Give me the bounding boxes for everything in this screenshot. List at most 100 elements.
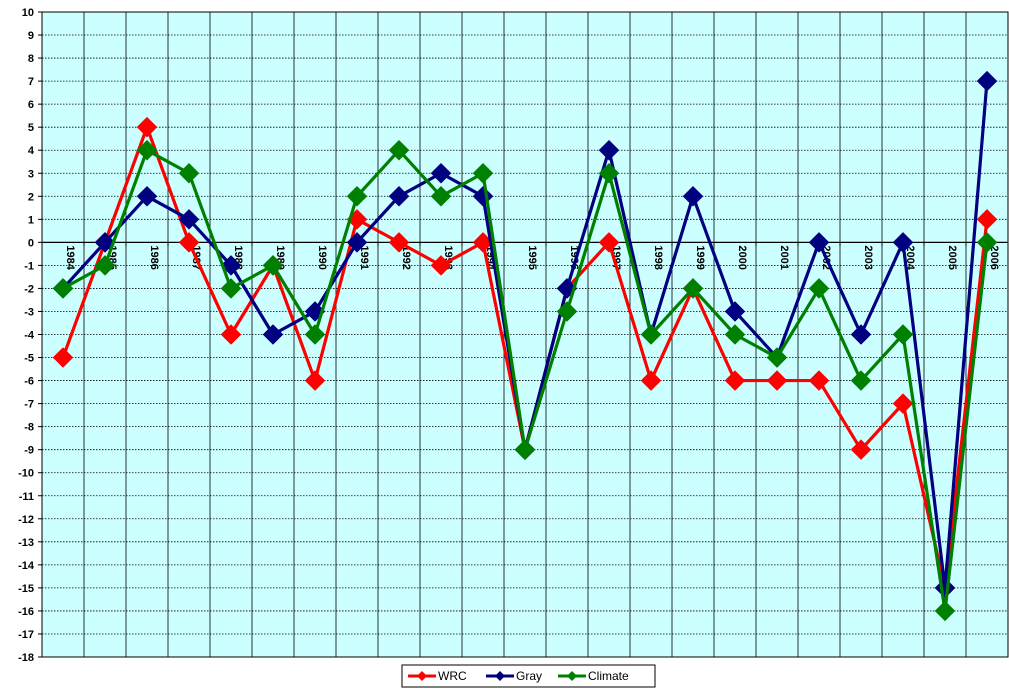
data-point xyxy=(304,324,326,345)
data-point xyxy=(934,600,956,622)
y-tick-label: -17 xyxy=(18,629,34,641)
x-tick-label: 1986 xyxy=(148,245,160,269)
data-point xyxy=(850,324,872,345)
data-point xyxy=(94,255,116,276)
x-tick-label: 1990 xyxy=(316,245,328,269)
y-tick-label: -1 xyxy=(24,260,34,272)
legend-swatch-marker xyxy=(495,671,505,681)
data-point xyxy=(472,162,494,184)
data-point xyxy=(892,232,914,253)
data-point xyxy=(808,370,830,391)
y-tick-label: 7 xyxy=(28,76,34,88)
data-point xyxy=(346,185,368,207)
legend-label: Climate xyxy=(588,669,629,683)
data-point xyxy=(766,347,788,368)
legend-swatch-marker xyxy=(567,671,577,681)
data-point xyxy=(808,232,830,253)
data-point xyxy=(976,232,998,253)
y-tick-label: -6 xyxy=(24,376,34,388)
data-point xyxy=(598,139,620,161)
y-tick-label: -9 xyxy=(24,445,34,457)
data-point xyxy=(178,232,200,253)
y-tick-label: 3 xyxy=(28,168,34,180)
data-point xyxy=(220,278,242,299)
y-tick-label: -18 xyxy=(18,652,34,664)
y-tick-label: -10 xyxy=(18,468,34,480)
legend-item-wrc: WRC xyxy=(408,669,467,683)
data-point xyxy=(682,278,704,299)
legend-box xyxy=(401,664,656,688)
data-point xyxy=(850,370,872,391)
legend: WRC Gray Climate xyxy=(401,664,656,688)
x-tick-label: 1995 xyxy=(526,245,538,269)
y-tick-label: -7 xyxy=(24,399,34,411)
data-point xyxy=(724,301,746,322)
x-tick-label: 1991 xyxy=(358,245,370,269)
data-point xyxy=(304,370,326,391)
data-point xyxy=(682,185,704,207)
legend-swatch-marker xyxy=(417,671,427,681)
x-tick-label: 1999 xyxy=(694,245,706,269)
legend-label: WRC xyxy=(438,669,467,683)
data-point xyxy=(430,162,452,184)
data-point xyxy=(724,324,746,345)
data-point xyxy=(178,162,200,184)
data-point xyxy=(430,255,452,276)
data-point xyxy=(598,162,620,184)
y-tick-label: 8 xyxy=(28,53,34,65)
y-tick-label: 0 xyxy=(28,237,34,249)
data-point xyxy=(808,278,830,299)
data-point xyxy=(556,301,578,322)
y-tick-label: 6 xyxy=(28,99,34,111)
data-point xyxy=(388,185,410,207)
y-tick-label: -15 xyxy=(18,583,34,595)
y-axis: 109876543210-1-2-3-4-5-6-7-8-9-10-11-12-… xyxy=(18,7,42,664)
y-tick-label: 1 xyxy=(28,214,34,226)
data-point xyxy=(892,393,914,414)
y-tick-label: -3 xyxy=(24,306,34,318)
x-tick-label: 2000 xyxy=(736,245,748,269)
data-point xyxy=(640,324,662,345)
y-tick-label: -14 xyxy=(18,560,35,572)
y-tick-label: -11 xyxy=(19,491,34,503)
data-point xyxy=(388,232,410,253)
data-point xyxy=(346,232,368,253)
x-tick-label: 2001 xyxy=(778,245,790,269)
data-point xyxy=(52,347,74,368)
x-tick-label: 2006 xyxy=(988,245,1000,269)
series-layer xyxy=(52,70,998,622)
legend-item-gray: Gray xyxy=(486,669,542,683)
y-tick-label: -8 xyxy=(24,422,34,434)
x-tick-label: 2005 xyxy=(946,245,958,269)
data-point xyxy=(598,232,620,253)
data-point xyxy=(262,324,284,345)
series-climate xyxy=(52,139,998,622)
data-point xyxy=(976,70,998,92)
data-point xyxy=(976,208,998,230)
legend-item-climate: Climate xyxy=(558,669,629,683)
horizontal-gridlines xyxy=(42,34,1008,635)
x-tick-label: 1984 xyxy=(64,245,76,270)
y-tick-label: -5 xyxy=(24,353,34,365)
data-point xyxy=(430,185,452,207)
data-point xyxy=(220,324,242,345)
data-point xyxy=(178,208,200,230)
y-tick-label: 2 xyxy=(28,191,34,203)
y-tick-label: 9 xyxy=(28,30,34,42)
x-tick-label: 2003 xyxy=(862,245,874,269)
data-point xyxy=(640,370,662,391)
y-tick-label: -12 xyxy=(18,514,34,526)
data-point xyxy=(136,185,158,207)
y-tick-label: 5 xyxy=(28,122,34,134)
y-tick-label: -2 xyxy=(24,283,34,295)
legend-label: Gray xyxy=(516,669,542,683)
y-tick-label: 4 xyxy=(28,145,35,157)
data-point xyxy=(262,255,284,276)
data-point xyxy=(514,439,536,461)
y-tick-label: 10 xyxy=(22,7,34,19)
data-point xyxy=(850,439,872,461)
data-point xyxy=(724,370,746,391)
y-tick-label: -13 xyxy=(18,537,34,549)
data-point xyxy=(766,370,788,391)
